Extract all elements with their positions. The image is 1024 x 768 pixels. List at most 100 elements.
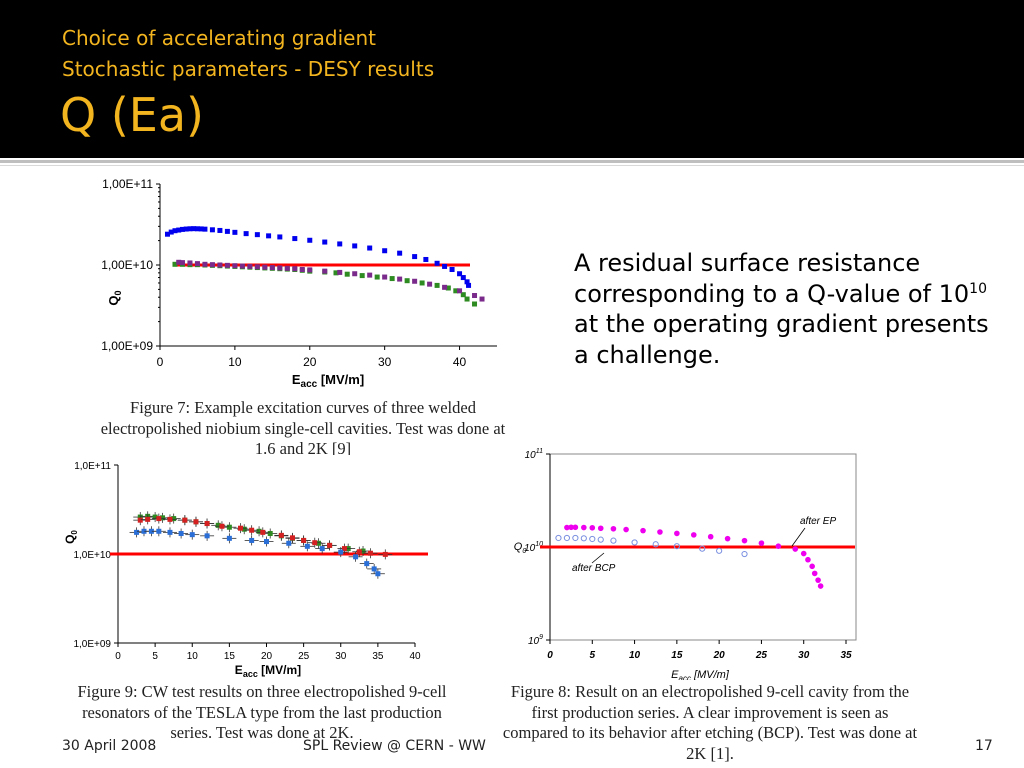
data-point-series-1 <box>164 231 170 237</box>
chart-annotation: after EP <box>800 516 836 527</box>
data-point-series-3 <box>178 530 184 536</box>
body-text-exponent: 10 <box>969 280 987 297</box>
data-point-series-3 <box>367 272 373 278</box>
header-divider <box>0 160 1024 163</box>
data-point-series-2 <box>716 547 723 554</box>
data-point-series-1 <box>707 533 714 540</box>
x-axis-label-subscript: acc <box>243 669 258 679</box>
data-point-series-2 <box>434 282 440 288</box>
data-point-series-1 <box>397 250 403 256</box>
data-point-series-1 <box>657 529 663 535</box>
data-point-series-2 <box>238 525 244 531</box>
annotation-pointer <box>591 552 605 564</box>
data-point-series-1 <box>564 524 570 531</box>
data-point-series-3 <box>412 278 418 284</box>
body-text-part-2: at the operating gradient presents a cha… <box>574 310 989 369</box>
x-axis-label: Eacc [MV/m] <box>235 663 301 679</box>
x-tick-label: 35 <box>840 650 852 661</box>
data-point-series-2 <box>741 550 748 558</box>
data-point-series-3 <box>254 264 260 270</box>
data-point-series-3 <box>134 529 140 535</box>
data-point-series-3 <box>167 529 173 535</box>
data-point-series-2 <box>610 537 617 544</box>
data-point-series-3 <box>247 263 253 269</box>
data-point-series-1 <box>460 275 466 281</box>
data-point-series-1 <box>315 540 321 546</box>
x-tick-label: 30 <box>378 355 392 369</box>
footer-center: SPL Review @ CERN - WW <box>303 738 486 754</box>
data-point-series-2 <box>555 534 562 542</box>
y-tick-label: 1,0E+10 <box>73 550 111 561</box>
data-point-series-1 <box>811 570 818 577</box>
data-point-series-1 <box>792 546 799 552</box>
data-point-series-3 <box>322 268 328 274</box>
data-point-series-2 <box>673 543 680 550</box>
data-point-series-1 <box>817 583 824 589</box>
body-text-part-1: A residual surface resistance correspond… <box>574 249 970 308</box>
data-point-series-1 <box>172 228 178 234</box>
data-point-series-1 <box>800 550 807 557</box>
data-point-series-1 <box>449 266 455 272</box>
figure-9-chart: 1,0E+09 1,0E+10 1,0E+11 0 5 10 15 20 25 30 35 40 Eac… <box>63 461 428 679</box>
y-tick-label: 1,0E+09 <box>73 639 111 650</box>
data-point-series-3 <box>427 281 433 287</box>
data-point-series-2 <box>356 549 362 555</box>
data-point-series-1 <box>160 515 166 521</box>
data-point-series-1 <box>176 227 182 233</box>
footer-date: 30 April 2008 <box>62 738 157 754</box>
data-point-series-1 <box>217 227 223 233</box>
data-point-series-2 <box>453 288 459 294</box>
data-point-series-1 <box>232 229 238 235</box>
data-point-series-1 <box>322 239 328 245</box>
x-tick-label: 40 <box>409 651 421 662</box>
data-point-series-3 <box>224 262 230 268</box>
data-point-series-1 <box>267 530 273 536</box>
data-point-series-2 <box>572 534 579 542</box>
header-bar <box>0 0 1024 158</box>
data-point-series-2 <box>167 516 173 522</box>
data-point-series-1 <box>623 526 629 533</box>
y-tick-label: 1,0E+11 <box>74 461 111 472</box>
data-point-series-1 <box>256 528 262 534</box>
x-tick-label: 10 <box>629 650 641 661</box>
data-point-series-1 <box>187 226 193 232</box>
data-point-series-1 <box>171 516 177 522</box>
data-point-series-3 <box>262 264 268 270</box>
data-point-series-3 <box>204 533 210 539</box>
x-axis-label-unit: [MV/m] <box>691 669 730 680</box>
data-point-series-2 <box>382 551 388 557</box>
data-point-series-3 <box>187 260 193 266</box>
data-point-series-3 <box>194 261 200 267</box>
x-tick-label: 0 <box>115 651 121 662</box>
x-axis-label-subscript: acc <box>301 379 318 390</box>
x-tick-label: 15 <box>224 651 236 662</box>
y-tick-exponent: 11 <box>536 448 543 455</box>
data-point-series-3 <box>226 535 232 541</box>
chart-annotation: after BCP <box>572 563 616 574</box>
y-axis-label: Q0 <box>106 290 123 305</box>
data-point-series-2 <box>137 517 143 523</box>
data-point-series-2 <box>580 535 587 542</box>
data-point-series-1 <box>215 522 221 528</box>
data-point-series-2 <box>589 535 596 543</box>
data-point-series-1 <box>597 525 604 532</box>
y-tick-exponent: 10 <box>535 541 543 548</box>
data-point-series-1 <box>775 543 782 550</box>
data-point-series-2 <box>374 274 380 280</box>
data-point-series-2 <box>260 529 266 535</box>
body-paragraph: A residual surface resistance correspond… <box>574 248 994 370</box>
data-point-series-3 <box>457 288 463 294</box>
data-point-series-1 <box>243 231 249 237</box>
data-point-series-2 <box>145 516 151 522</box>
y-axis-label-subscript: 0 <box>522 548 526 555</box>
data-point-series-1 <box>724 535 731 542</box>
data-point-series-1 <box>568 524 574 531</box>
data-point-series-1 <box>277 234 283 240</box>
data-point-series-3 <box>179 260 185 266</box>
data-point-series-3 <box>156 528 162 534</box>
data-point-series-3 <box>371 566 377 572</box>
data-point-series-3 <box>353 554 359 560</box>
data-point-series-3 <box>304 543 310 549</box>
x-tick-label: 40 <box>453 355 467 369</box>
data-point-series-1 <box>581 524 587 531</box>
